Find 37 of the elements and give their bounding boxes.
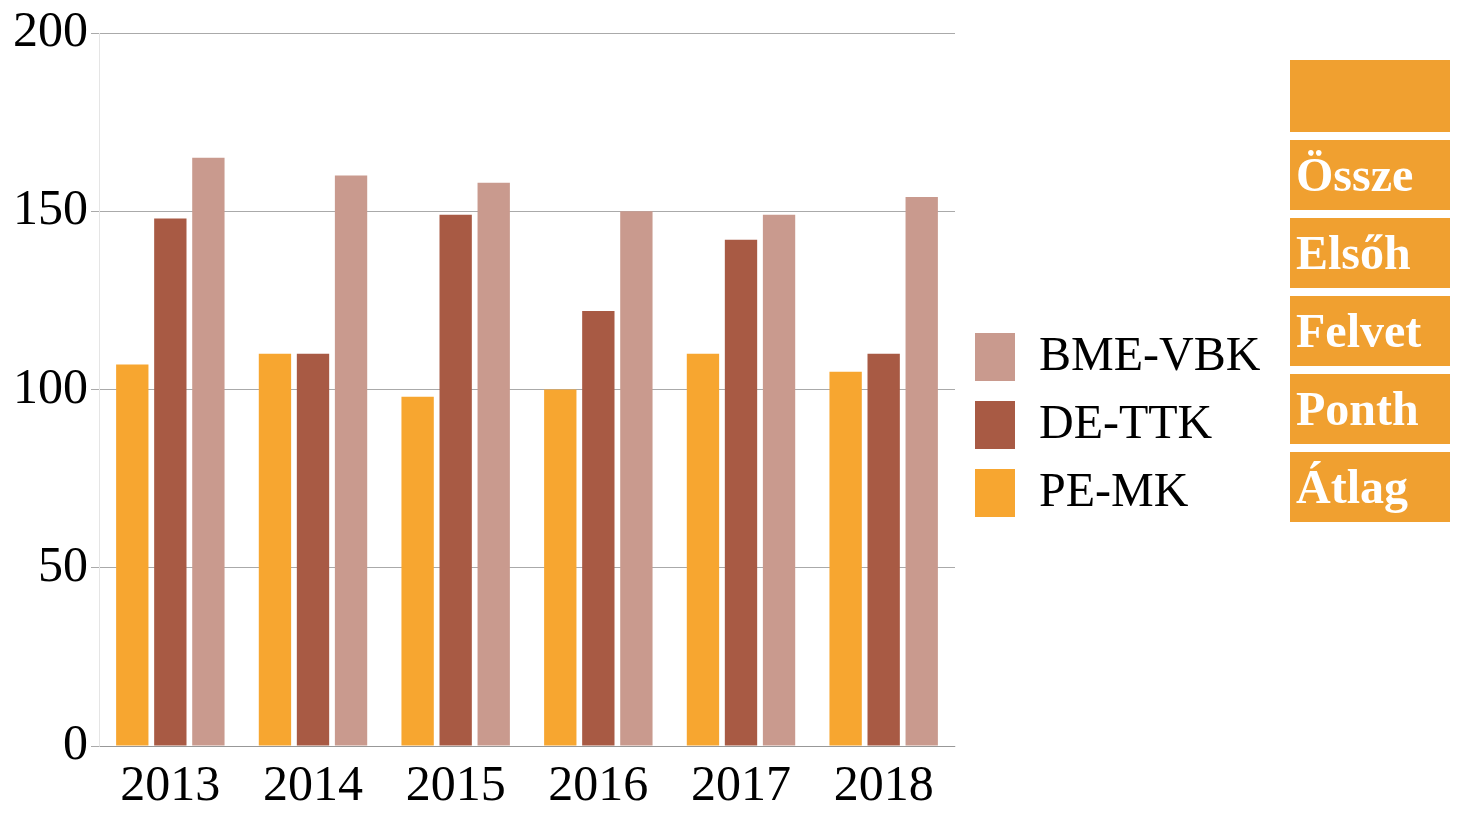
x-tick-label: 2016	[548, 755, 649, 812]
y-tick-label: 150	[13, 179, 88, 236]
y-tick-label: 200	[13, 1, 88, 58]
legend-label: PE-MK	[1039, 462, 1189, 516]
bar	[829, 371, 862, 746]
bar	[401, 396, 434, 746]
bar	[762, 214, 796, 746]
bar	[258, 353, 292, 746]
y-tick-label: 0	[63, 714, 88, 771]
x-tick-label: 2014	[263, 755, 363, 812]
bar	[544, 389, 577, 746]
text: Átlag	[1290, 452, 1450, 522]
bar	[439, 214, 472, 746]
bar	[905, 196, 938, 746]
x-tick-label: 2015	[405, 755, 506, 812]
bar	[686, 353, 720, 746]
bar	[867, 353, 900, 746]
text: Elsőh	[1290, 218, 1450, 288]
x-tick-label: 2017	[691, 755, 791, 812]
legend-label: BME-VBK	[1039, 326, 1261, 380]
bar	[296, 353, 330, 746]
bar	[582, 311, 615, 746]
bar	[154, 218, 187, 746]
text: Felvet	[1290, 296, 1450, 366]
x-tick-label: 2018	[833, 755, 934, 812]
bar	[116, 364, 149, 746]
bar	[620, 211, 653, 746]
y-tick-label: 100	[13, 357, 88, 414]
text: Ponth	[1290, 374, 1450, 444]
bar	[724, 239, 758, 746]
bar	[192, 157, 225, 746]
y-tick-label: 50	[38, 535, 88, 592]
bar	[334, 175, 368, 746]
text: Össze	[1290, 140, 1450, 210]
legend-label: DE-TTK	[1039, 394, 1213, 448]
x-tick-label: 2013	[120, 755, 221, 812]
bar	[477, 182, 510, 746]
